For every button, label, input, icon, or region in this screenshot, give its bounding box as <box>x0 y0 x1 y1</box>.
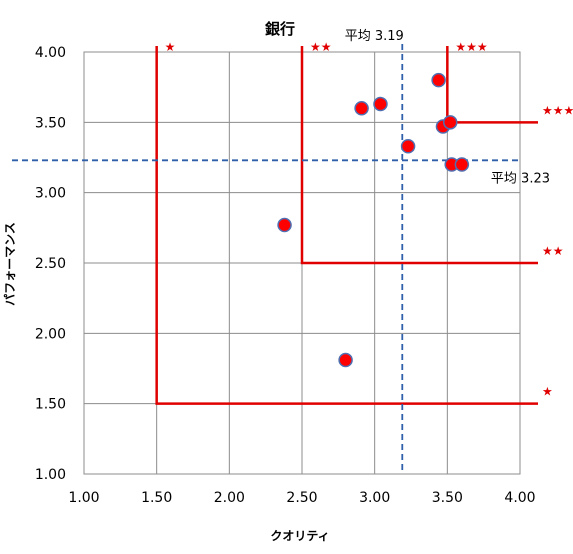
data-point <box>400 138 416 154</box>
y-axis-label: パフォーマンス <box>3 222 17 306</box>
x-tick-label: 1.00 <box>68 490 99 506</box>
y-tick-label: 1.00 <box>35 467 66 483</box>
tier-label-top: ★★★ <box>455 40 487 54</box>
y-tick-label: 2.00 <box>35 326 66 342</box>
x-tick-label: 3.50 <box>432 490 463 506</box>
x-tick-label: 2.00 <box>214 490 245 506</box>
tier-label-right: ★ <box>542 385 553 399</box>
y-tick-label: 3.50 <box>35 115 66 131</box>
tier-line <box>300 46 538 265</box>
data-point <box>277 217 292 233</box>
data-point <box>373 96 388 112</box>
y-tick-label: 1.50 <box>35 397 66 413</box>
x-tick-label: 2.50 <box>286 490 317 506</box>
tier-label-top: ★★ <box>310 40 332 54</box>
data-point <box>442 115 458 130</box>
tier-line <box>446 46 538 124</box>
chart-title: 銀行 <box>265 20 295 38</box>
data-point <box>338 352 353 368</box>
data-points <box>277 72 470 368</box>
data-point <box>431 72 446 88</box>
data-point <box>454 157 470 172</box>
average-lines: 平均 3.19 平均 3.23 <box>12 29 550 474</box>
x-tick-label: 4.00 <box>504 490 535 506</box>
data-point <box>354 101 369 116</box>
y-tick-label: 2.50 <box>35 256 66 272</box>
x-tick-label: 1.50 <box>141 490 172 506</box>
horizontal-average-label: 平均 3.23 <box>491 171 550 186</box>
tier-line <box>155 46 538 405</box>
y-tick-label: 4.00 <box>35 45 66 61</box>
x-tick-label: 3.00 <box>359 490 390 506</box>
tier-lines: ★★★★★★★★★★★★ <box>155 40 573 405</box>
tier-label-right: ★★★ <box>542 103 573 117</box>
vertical-average-label: 平均 3.19 <box>345 29 404 44</box>
y-tick-label: 3.00 <box>35 186 66 202</box>
tick-labels: 1.00 1.50 2.00 2.50 3.00 3.50 4.00 1.00 1.50 2.00… <box>35 45 536 506</box>
tier-label-right: ★★ <box>542 244 564 258</box>
x-axis-label: クオリティ <box>270 529 329 543</box>
tier-label-top: ★ <box>165 40 176 54</box>
